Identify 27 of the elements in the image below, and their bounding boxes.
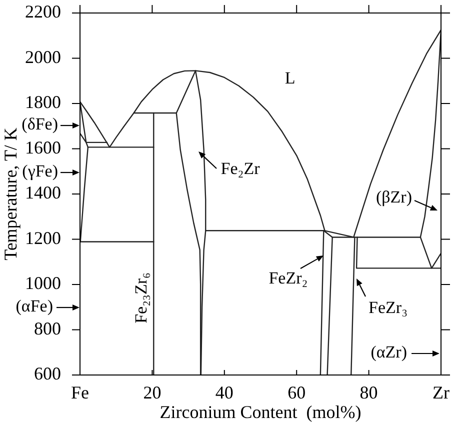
- x-tick-label: 60: [288, 382, 306, 403]
- text: (γFe): [22, 161, 58, 180]
- x-axis-title: Zirconium Content (mol%): [160, 402, 362, 422]
- annotation: FeZr₂: [268, 268, 308, 288]
- annotation: FeZr₃: [368, 298, 408, 317]
- y-tick-label: 1200: [25, 228, 61, 248]
- y-tick-label: 2000: [25, 46, 61, 67]
- y-tick-label: 2200: [25, 2, 61, 22]
- x-tick-label: 20: [143, 382, 162, 403]
- annotation: (βZr): [376, 187, 412, 206]
- y-tick-label: 1600: [25, 137, 61, 158]
- y-tick-label: 1400: [25, 182, 61, 203]
- y-tick-label: 600: [34, 364, 61, 384]
- x-tick-label: Fe: [71, 382, 90, 403]
- y-axis-title: Temperature, T/ K: [0, 128, 21, 260]
- annotation: Fe₂₃Zr₆: [131, 272, 150, 324]
- x-tick-label: 40: [215, 382, 234, 403]
- text: (αFe): [16, 296, 53, 316]
- y-tick-label: 1800: [25, 92, 61, 112]
- annotation: Fe₂Zr: [220, 159, 260, 178]
- text: (δFe): [22, 114, 58, 134]
- y-tick-label: 800: [34, 318, 61, 338]
- y-tick-label: 1000: [25, 273, 61, 294]
- annotation: L: [284, 68, 296, 88]
- x-tick-label: 80: [360, 382, 378, 403]
- annotation: (αZr): [370, 342, 407, 362]
- x-tick-label: Zr: [432, 382, 450, 403]
